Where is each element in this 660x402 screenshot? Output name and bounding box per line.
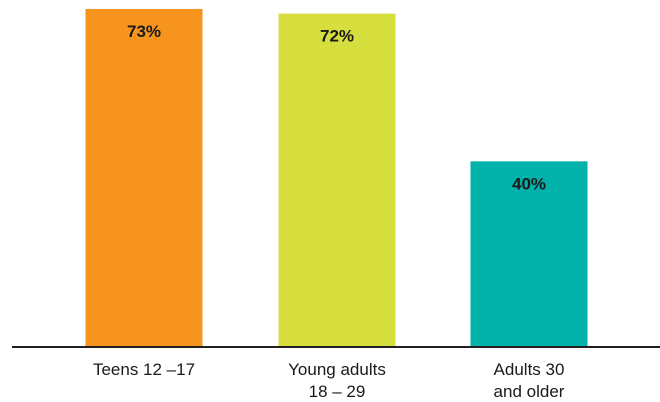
bar-2 bbox=[278, 13, 396, 347]
category-label-3-line-2: and older bbox=[494, 382, 565, 401]
bar-value-label-2: 72% bbox=[320, 27, 354, 46]
bar-value-label-1: 73% bbox=[127, 22, 161, 41]
category-label-1: Teens 12 –17 bbox=[93, 360, 195, 379]
category-label-2-line-1: Young adults bbox=[288, 360, 386, 379]
category-labels-group: Teens 12 –17 Young adults 18 – 29 Adults 30… bbox=[93, 360, 565, 401]
bar-value-label-3: 40% bbox=[512, 174, 546, 193]
category-label-2-line-2: 18 – 29 bbox=[309, 382, 366, 401]
value-labels-group: 73% 72% 40% bbox=[127, 22, 546, 193]
bar-3 bbox=[470, 161, 588, 346]
bars-group bbox=[85, 9, 588, 347]
category-label-3-line-1: Adults 30 bbox=[494, 360, 565, 379]
bar-1 bbox=[85, 9, 203, 346]
